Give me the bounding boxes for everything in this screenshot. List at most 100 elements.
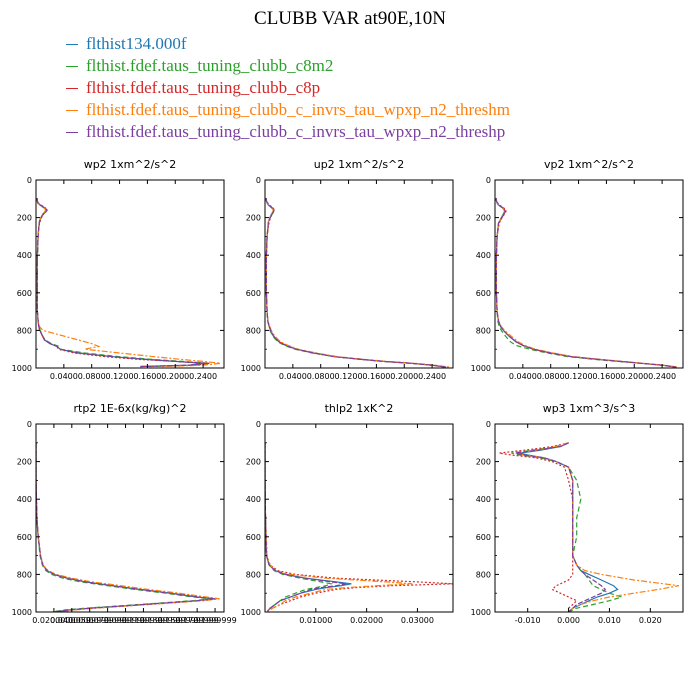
- y-tick-label: 200: [17, 214, 32, 223]
- legend-label: flthist.fdef.taus_tuning_clubb_c_invrs_t…: [86, 100, 510, 119]
- y-tick-label: 600: [246, 533, 261, 542]
- series-line: [495, 198, 679, 368]
- y-tick-label: 200: [246, 214, 261, 223]
- x-tick-label: 0.0200000: [32, 616, 75, 625]
- chart-title: rtp2 1E-6x(kg/kg)^2: [74, 402, 187, 415]
- y-tick-label: 1000: [471, 364, 491, 373]
- y-tick-label: 1000: [241, 608, 261, 617]
- x-tick-label: 0.1600: [362, 372, 390, 381]
- y-tick-label: 200: [17, 458, 32, 467]
- chart-title: wp2 1xm^2/s^2: [84, 158, 177, 171]
- x-tick-label: 0.1200: [335, 372, 363, 381]
- chart-panel: rtp2 1E-6x(kg/kg)^2 0 200 400 600 800 10000.02…: [12, 402, 237, 625]
- legend-swatch: [66, 131, 78, 133]
- y-tick-label: 800: [246, 326, 261, 335]
- series-line: [36, 198, 211, 368]
- x-tick-label: 0.1200: [565, 372, 593, 381]
- series-line: [265, 198, 447, 368]
- plot-frame: [35, 423, 225, 613]
- chart-series-group: [265, 442, 453, 612]
- chart-title: up2 1xm^2/s^2: [314, 158, 405, 171]
- series-line: [265, 198, 450, 368]
- y-tick-label: 400: [17, 495, 32, 504]
- x-tick-label: 0.0400: [279, 372, 307, 381]
- plot-frame: [264, 423, 454, 613]
- y-tick-label: 800: [17, 326, 32, 335]
- series-line: [36, 442, 216, 612]
- series-line: [36, 198, 207, 368]
- x-tick-label: 0.1999999: [193, 616, 236, 625]
- chart-title: thlp2 1xK^2: [325, 402, 394, 415]
- chart-panel: vp2 1xm^2/s^2 0 200 400 600 800 1000 0.0400 0.08…: [471, 158, 684, 381]
- series-line: [511, 442, 624, 612]
- y-tick-label: 800: [17, 570, 32, 579]
- x-tick-label: 0.1199999: [122, 616, 165, 625]
- series-line: [515, 442, 680, 612]
- series-line: [265, 198, 447, 368]
- legend: flthist134.000f flthist.fdef.taus_tuning…: [66, 33, 510, 143]
- legend-item: flthist.fdef.taus_tuning_clubb_c_invrs_t…: [66, 99, 510, 121]
- plot-frame: [35, 179, 225, 369]
- figure-title: CLUBB VAR at90E,10N: [254, 8, 446, 29]
- series-line: [499, 442, 578, 612]
- plot-frame: [264, 179, 454, 369]
- series-line: [36, 442, 220, 612]
- x-tick-label: 0.020: [639, 616, 662, 625]
- chart-series-group: [499, 442, 680, 612]
- series-line: [265, 198, 447, 368]
- y-tick-label: 0: [27, 420, 32, 429]
- series-line: [36, 198, 204, 368]
- y-tick-label: 400: [17, 251, 32, 260]
- x-tick-label: 0.0599999: [68, 616, 111, 625]
- x-tick-label: 0.0799999: [86, 616, 129, 625]
- series-line: [36, 198, 221, 368]
- legend-swatch: [66, 65, 78, 67]
- chart-panel: wp2 1xm^2/s^2 0 200 400 600 800 1000 0.0400 0.08…: [12, 158, 225, 381]
- y-tick-label: 1000: [241, 364, 261, 373]
- series-line: [265, 442, 347, 612]
- x-tick-label: 0.1600: [592, 372, 620, 381]
- x-tick-label: 0.1799999: [176, 616, 219, 625]
- chart-panel: wp3 1xm^3/s^3 0 200 400 600 800 1000 -0.010 0.00…: [471, 402, 684, 625]
- x-tick-label: 0.2400: [648, 372, 676, 381]
- y-tick-label: 400: [246, 251, 261, 260]
- x-tick-label: 0.03000: [401, 616, 434, 625]
- y-tick-label: 200: [476, 458, 491, 467]
- chart-panel: thlp2 1xK^2 0 200 400 600 800 1000 0.01000 0.020…: [241, 402, 454, 625]
- x-tick-label: 0.000: [557, 616, 580, 625]
- series-line: [265, 442, 334, 612]
- legend-item: flthist134.000f: [66, 33, 510, 55]
- y-tick-label: 0: [256, 176, 261, 185]
- legend-label: flthist.fdef.taus_tuning_clubb_c8m2: [86, 56, 334, 75]
- series-line: [495, 198, 677, 368]
- y-tick-label: 400: [476, 251, 491, 260]
- y-tick-label: 600: [476, 289, 491, 298]
- x-tick-label: 0.0999999: [104, 616, 147, 625]
- x-tick-label: 0.2400: [418, 372, 446, 381]
- x-tick-label: 0.0800: [307, 372, 335, 381]
- y-tick-label: 0: [256, 420, 261, 429]
- x-tick-label: 0.0400000: [50, 616, 93, 625]
- x-tick-label: 0.2400: [189, 372, 217, 381]
- series-line: [495, 198, 677, 368]
- y-tick-label: 600: [17, 289, 32, 298]
- y-tick-label: 800: [476, 326, 491, 335]
- legend-label: flthist.fdef.taus_tuning_clubb_c_invrs_t…: [86, 122, 506, 141]
- x-tick-label: 0.0800: [78, 372, 106, 381]
- y-tick-label: 200: [476, 214, 491, 223]
- x-tick-label: 0.0400: [509, 372, 537, 381]
- chart-series-group: [495, 198, 679, 368]
- chart-series-group: [265, 198, 450, 368]
- x-tick-label: 0.1200: [106, 372, 134, 381]
- series-line: [515, 442, 607, 612]
- legend-swatch: [66, 109, 78, 111]
- y-tick-label: 400: [246, 495, 261, 504]
- y-tick-label: 400: [476, 495, 491, 504]
- chart-panel: up2 1xm^2/s^2 0 200 400 600 800 1000 0.0400 0.08…: [241, 158, 454, 381]
- x-tick-label: 0.0400: [50, 372, 78, 381]
- x-tick-label: 0.02000: [350, 616, 383, 625]
- y-tick-label: 1000: [471, 608, 491, 617]
- legend-label: flthist.fdef.taus_tuning_clubb_c8p: [86, 78, 321, 97]
- x-tick-label: 0.1600: [133, 372, 161, 381]
